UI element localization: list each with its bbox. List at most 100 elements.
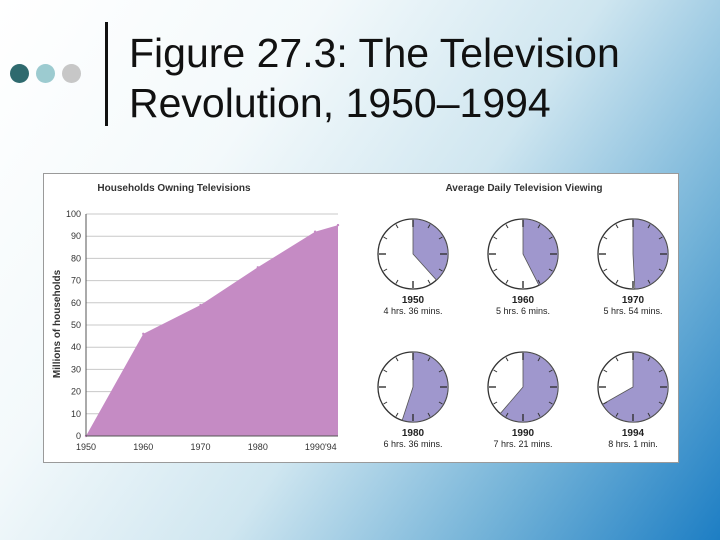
clock-1980-tick-2 bbox=[438, 369, 443, 373]
figure-panel: Households Owning Televisions Millions o… bbox=[43, 173, 679, 463]
clock-1980-tick-11 bbox=[395, 357, 399, 362]
clock-1994-tick-4 bbox=[658, 401, 663, 405]
clock-1970-year-label: 1970 bbox=[622, 295, 645, 306]
clock-1970-tick-8 bbox=[603, 268, 608, 272]
clock-1980-duration-label: 6 hrs. 36 mins. bbox=[383, 439, 442, 449]
clock-1970-tick-10 bbox=[603, 236, 608, 240]
clock-1950-tick-11 bbox=[395, 224, 399, 229]
clock-1950-tick-10 bbox=[383, 236, 388, 240]
clock-1950-tick-1 bbox=[427, 224, 431, 229]
area-series bbox=[86, 225, 338, 436]
clock-1994-year-label: 1994 bbox=[622, 428, 645, 439]
title-line-1: Figure 27.3: The Television bbox=[129, 30, 620, 76]
clock-1980-tick-4 bbox=[438, 401, 443, 405]
x-tick-label-3: 1980 bbox=[248, 442, 268, 452]
clock-1950-tick-7 bbox=[395, 279, 399, 284]
y-tick-label-100: 100 bbox=[66, 209, 81, 219]
y-tick-label-20: 20 bbox=[71, 387, 81, 397]
clock-1950-tick-2 bbox=[438, 236, 443, 240]
clock-1970-tick-4 bbox=[658, 268, 663, 272]
y-tick-label-40: 40 bbox=[71, 342, 81, 352]
title-line-2: Revolution, 1950–1994 bbox=[129, 80, 551, 126]
clock-1980-wedge bbox=[401, 351, 449, 423]
clock-1994-tick-11 bbox=[615, 357, 619, 362]
x-tick-label-2: 1970 bbox=[191, 442, 211, 452]
clock-1990-tick-1 bbox=[537, 357, 541, 362]
clock-1960-tick-4 bbox=[548, 268, 553, 272]
clock-1960-duration-label: 5 hrs. 6 mins. bbox=[496, 306, 550, 316]
clock-1970-tick-2 bbox=[658, 236, 663, 240]
pie-chart-title: Average Daily Television Viewing bbox=[445, 183, 602, 194]
clock-1970-tick-7 bbox=[615, 279, 619, 284]
y-tick-label-10: 10 bbox=[71, 409, 81, 419]
dot-teal bbox=[36, 64, 55, 83]
clock-1990-tick-2 bbox=[548, 369, 553, 373]
clock-1970-wedge bbox=[632, 218, 669, 290]
y-tick-label-90: 90 bbox=[71, 231, 81, 241]
area-point-1990 bbox=[313, 230, 317, 233]
dot-dark bbox=[10, 64, 29, 83]
clock-1990-tick-5 bbox=[537, 412, 541, 417]
clock-1970-tick-1 bbox=[647, 224, 651, 229]
clock-1960-tick-1 bbox=[537, 224, 541, 229]
clock-1980-tick-8 bbox=[383, 401, 388, 405]
area-point-1970 bbox=[199, 303, 202, 307]
clock-1960-tick-7 bbox=[505, 279, 509, 284]
area-chart: 0 10 20 30 40 50 60 70 80 90 100 1950 1960 1970 1980 19… bbox=[66, 209, 340, 452]
clock-1950-year-label: 1950 bbox=[402, 295, 425, 306]
clock-1994-tick-2 bbox=[658, 369, 663, 373]
clock-1990-tick-7 bbox=[505, 412, 509, 417]
clock-1970-duration-label: 5 hrs. 54 mins. bbox=[603, 306, 662, 316]
y-tick-label-50: 50 bbox=[71, 320, 81, 330]
clock-1990-tick-10 bbox=[493, 369, 498, 373]
clock-1950-tick-5 bbox=[427, 279, 431, 284]
area-point-1980 bbox=[256, 266, 260, 269]
clock-1960-year-label: 1960 bbox=[512, 295, 535, 306]
clock-1990-year-label: 1990 bbox=[512, 428, 535, 439]
slide-title: Figure 27.3: The Television Revolution, … bbox=[129, 28, 620, 128]
clock-1994-tick-10 bbox=[603, 369, 608, 373]
clock-1994-tick-5 bbox=[647, 412, 651, 417]
y-tick-label-80: 80 bbox=[71, 253, 81, 263]
x-tick-label-1: 1960 bbox=[133, 442, 153, 452]
clock-1960-tick-2 bbox=[548, 236, 553, 240]
clock-1950-wedge bbox=[412, 218, 449, 281]
clock-1980-year-label: 1980 bbox=[402, 428, 425, 439]
clock-1980-tick-7 bbox=[395, 412, 399, 417]
clock-1970-tick-11 bbox=[615, 224, 619, 229]
area-point-1994 bbox=[336, 223, 340, 227]
clock-1994-duration-label: 8 hrs. 1 min. bbox=[608, 439, 658, 449]
clock-1990-tick-8 bbox=[493, 401, 498, 405]
x-tick-label-4: 1990'94 bbox=[305, 442, 337, 452]
dot-grey bbox=[62, 64, 81, 83]
clock-1960-tick-8 bbox=[493, 268, 498, 272]
area-chart-title: Households Owning Televisions bbox=[97, 183, 251, 194]
area-point-1960 bbox=[142, 332, 145, 336]
clock-1994-tick-1 bbox=[647, 357, 651, 362]
x-tick-label-0: 1950 bbox=[76, 442, 96, 452]
y-tick-label-70: 70 bbox=[71, 276, 81, 286]
clock-1950-duration-label: 4 hrs. 36 mins. bbox=[383, 306, 442, 316]
clock-1994-wedge bbox=[601, 351, 669, 423]
clock-1994-tick-7 bbox=[615, 412, 619, 417]
clock-1994-tick-8 bbox=[603, 401, 608, 405]
y-tick-label-60: 60 bbox=[71, 298, 81, 308]
clock-1980-tick-5 bbox=[427, 412, 431, 417]
clock-1990-wedge bbox=[499, 351, 559, 423]
area-chart-ylabel: Millions of households bbox=[52, 269, 63, 378]
clock-1960-tick-10 bbox=[493, 236, 498, 240]
clock-1950-tick-8 bbox=[383, 268, 388, 272]
clock-1990-duration-label: 7 hrs. 21 mins. bbox=[493, 439, 552, 449]
clock-1990-tick-11 bbox=[505, 357, 509, 362]
clock-1970-tick-5 bbox=[647, 279, 651, 284]
figure-svg: Households Owning Televisions Millions o… bbox=[52, 183, 669, 452]
clock-1960-tick-11 bbox=[505, 224, 509, 229]
y-tick-label-0: 0 bbox=[76, 431, 81, 441]
clock-1980-tick-1 bbox=[427, 357, 431, 362]
y-tick-label-30: 30 bbox=[71, 364, 81, 374]
clock-1980-tick-10 bbox=[383, 369, 388, 373]
clock-1990-tick-4 bbox=[548, 401, 553, 405]
title-divider bbox=[105, 22, 108, 126]
clock-1960-tick-5 bbox=[537, 279, 541, 284]
